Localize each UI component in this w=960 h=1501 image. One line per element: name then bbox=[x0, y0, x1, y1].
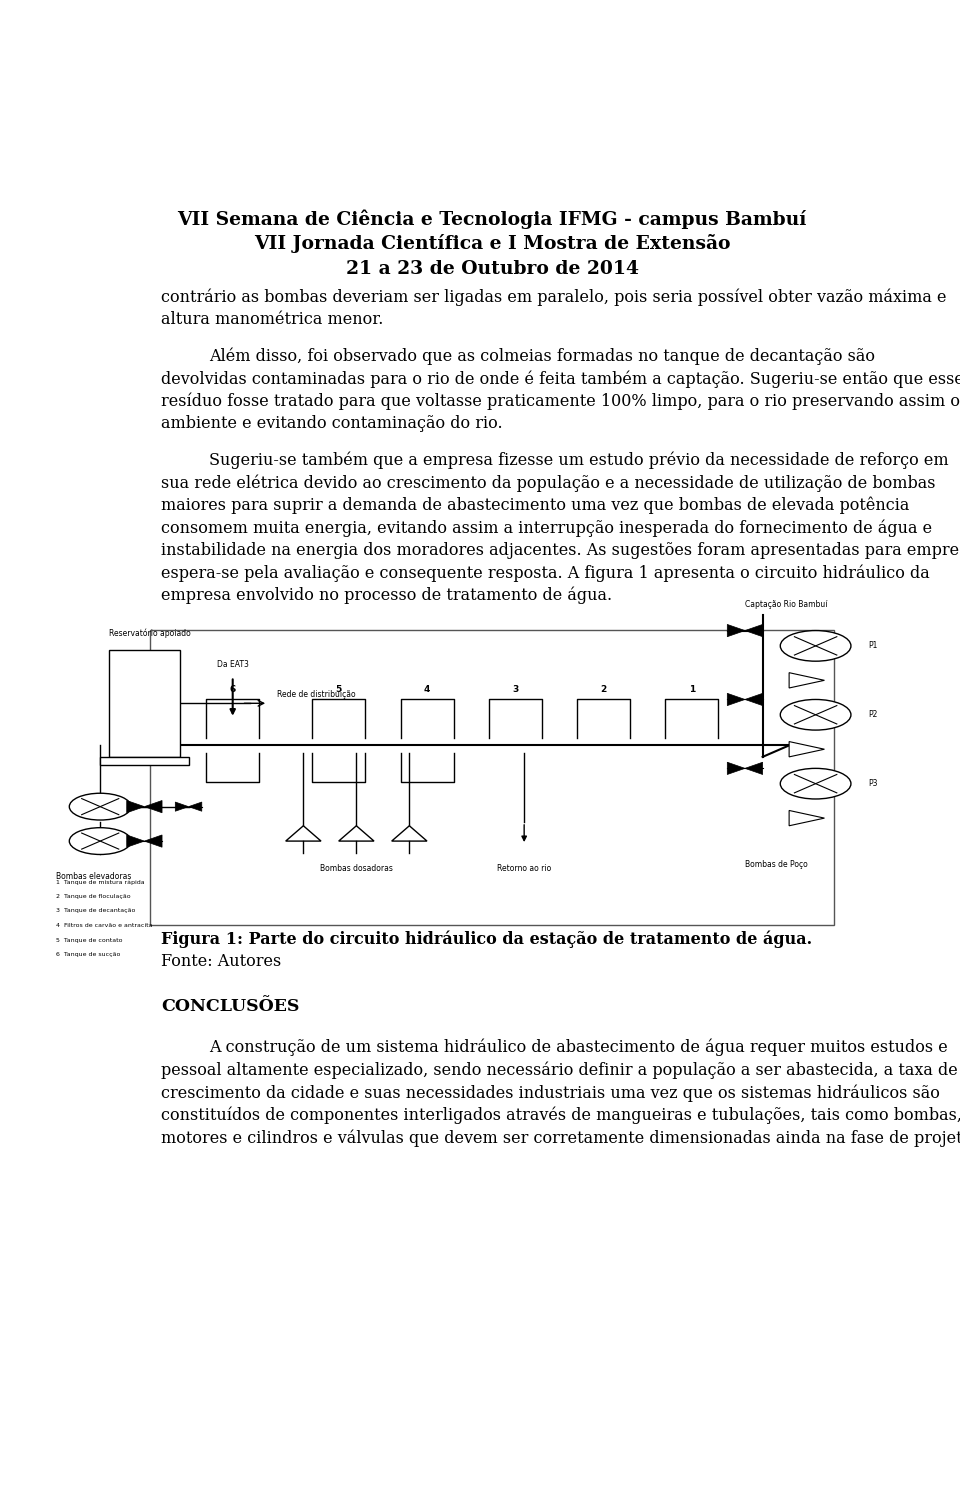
Text: instabilidade na energia dos moradores adjacentes. As sugestões foram apresentad: instabilidade na energia dos moradores a… bbox=[161, 542, 960, 558]
Text: Da EAT3: Da EAT3 bbox=[217, 660, 249, 669]
Text: 6  Tanque de sucção: 6 Tanque de sucção bbox=[56, 952, 120, 958]
Polygon shape bbox=[144, 800, 162, 812]
Text: 5  Tanque de contato: 5 Tanque de contato bbox=[56, 938, 123, 943]
Circle shape bbox=[780, 769, 851, 799]
Bar bbox=[109, 650, 180, 757]
Circle shape bbox=[780, 699, 851, 729]
Text: maiores para suprir a demanda de abastecimento uma vez que bombas de elevada pot: maiores para suprir a demanda de abastec… bbox=[161, 497, 909, 515]
Text: 2  Tanque de floculação: 2 Tanque de floculação bbox=[56, 895, 131, 899]
Polygon shape bbox=[127, 800, 144, 812]
Text: contrário as bombas deveriam ser ligadas em paralelo, pois seria possível obter : contrário as bombas deveriam ser ligadas… bbox=[161, 288, 947, 306]
Text: empresa envolvido no processo de tratamento de água.: empresa envolvido no processo de tratame… bbox=[161, 587, 612, 605]
Text: 4: 4 bbox=[423, 684, 430, 693]
Text: 2: 2 bbox=[601, 684, 607, 693]
Text: sua rede elétrica devido ao crescimento da população e a necessidade de utilizaç: sua rede elétrica devido ao crescimento … bbox=[161, 474, 935, 492]
Text: Bombas elevadoras: Bombas elevadoras bbox=[56, 872, 132, 881]
Text: motores e cilindros e válvulas que devem ser corretamente dimensionadas ainda na: motores e cilindros e válvulas que devem… bbox=[161, 1129, 960, 1147]
FancyBboxPatch shape bbox=[150, 630, 834, 925]
Text: constituídos de componentes interligados através de mangueiras e tubulações, tai: constituídos de componentes interligados… bbox=[161, 1106, 960, 1124]
Text: Retorno ao rio: Retorno ao rio bbox=[497, 865, 551, 874]
Text: Rede de distribuição: Rede de distribuição bbox=[276, 690, 355, 699]
Text: CONCLUSÕES: CONCLUSÕES bbox=[161, 998, 300, 1015]
Circle shape bbox=[780, 630, 851, 660]
Text: A construção de um sistema hidráulico de abastecimento de água requer muitos est: A construção de um sistema hidráulico de… bbox=[209, 1039, 948, 1057]
Text: Captação Rio Bambuí: Captação Rio Bambuí bbox=[745, 600, 828, 609]
Polygon shape bbox=[392, 826, 427, 841]
Text: Reservatório apoiado: Reservatório apoiado bbox=[109, 629, 191, 638]
Polygon shape bbox=[188, 802, 202, 811]
Polygon shape bbox=[339, 826, 374, 841]
Polygon shape bbox=[745, 763, 762, 775]
Text: P1: P1 bbox=[869, 641, 878, 650]
Text: 5: 5 bbox=[336, 684, 342, 693]
Text: consomem muita energia, evitando assim a interrupção inesperada do fornecimento : consomem muita energia, evitando assim a… bbox=[161, 519, 932, 537]
Text: resíduo fosse tratado para que voltasse praticamente 100% limpo, para o rio pres: resíduo fosse tratado para que voltasse … bbox=[161, 393, 960, 410]
Polygon shape bbox=[286, 826, 321, 841]
Text: altura manométrica menor.: altura manométrica menor. bbox=[161, 311, 383, 329]
Text: devolvidas contaminadas para o rio de onde é feita também a captação. Sugeriu-se: devolvidas contaminadas para o rio de on… bbox=[161, 371, 960, 387]
Text: 1: 1 bbox=[689, 684, 695, 693]
Text: Figura 1: Parte do circuito hidráulico da estação de tratamento de água.: Figura 1: Parte do circuito hidráulico d… bbox=[161, 931, 812, 949]
Text: 4  Filtros de carvão e antracita: 4 Filtros de carvão e antracita bbox=[56, 923, 153, 928]
Text: 6: 6 bbox=[229, 684, 236, 693]
Polygon shape bbox=[745, 693, 762, 705]
Text: crescimento da cidade e suas necessidades industriais uma vez que os sistemas hi: crescimento da cidade e suas necessidade… bbox=[161, 1084, 940, 1102]
Polygon shape bbox=[745, 624, 762, 636]
Polygon shape bbox=[728, 693, 745, 705]
Text: Além disso, foi observado que as colmeias formadas no tanque de decantação são: Além disso, foi observado que as colmeia… bbox=[209, 348, 876, 365]
Text: VII Jornada Científica e I Mostra de Extensão: VII Jornada Científica e I Mostra de Ext… bbox=[253, 234, 731, 254]
Polygon shape bbox=[144, 835, 162, 847]
Text: Sugeriu-se também que a empresa fizesse um estudo prévio da necessidade de refor: Sugeriu-se também que a empresa fizesse … bbox=[209, 452, 948, 470]
Polygon shape bbox=[789, 741, 825, 757]
Text: 3: 3 bbox=[513, 684, 518, 693]
Circle shape bbox=[69, 793, 132, 820]
Text: espera-se pela avaliação e consequente resposta. A figura 1 apresenta o circuito: espera-se pela avaliação e consequente r… bbox=[161, 564, 929, 582]
Text: Bombas dosadoras: Bombas dosadoras bbox=[320, 865, 393, 874]
Polygon shape bbox=[789, 811, 825, 826]
Text: 3  Tanque de decantação: 3 Tanque de decantação bbox=[56, 908, 135, 914]
Text: 1  Tanque de mistura rápida: 1 Tanque de mistura rápida bbox=[56, 880, 145, 886]
Polygon shape bbox=[728, 624, 745, 636]
Text: pessoal altamente especializado, sendo necessário definir a população a ser abas: pessoal altamente especializado, sendo n… bbox=[161, 1061, 958, 1079]
Bar bbox=[100, 757, 188, 764]
Polygon shape bbox=[728, 763, 745, 775]
Text: Fonte: Autores: Fonte: Autores bbox=[161, 953, 281, 970]
Text: Bombas de Poço: Bombas de Poço bbox=[745, 860, 807, 869]
Polygon shape bbox=[789, 672, 825, 687]
Text: ambiente e evitando contaminação do rio.: ambiente e evitando contaminação do rio. bbox=[161, 416, 502, 432]
Circle shape bbox=[69, 827, 132, 854]
Text: 21 a 23 de Outubro de 2014: 21 a 23 de Outubro de 2014 bbox=[346, 260, 638, 278]
Polygon shape bbox=[127, 835, 144, 847]
Text: P3: P3 bbox=[869, 779, 878, 788]
Polygon shape bbox=[176, 802, 188, 811]
Text: P2: P2 bbox=[869, 710, 878, 719]
Text: VII Semana de Ciência e Tecnologia IFMG - campus Bambuí: VII Semana de Ciência e Tecnologia IFMG … bbox=[178, 209, 806, 228]
